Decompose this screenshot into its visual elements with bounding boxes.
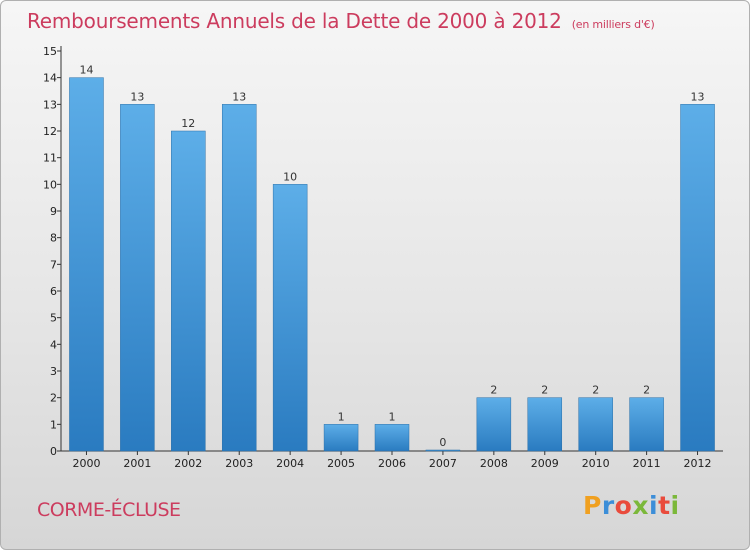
bar-2004 [272, 184, 308, 452]
bar-2010 [578, 397, 613, 452]
logo-letter: P [583, 491, 602, 520]
value-label-2005: 1 [338, 410, 345, 423]
y-tick-label: 12 [43, 125, 57, 138]
chart-title: Remboursements Annuels de la Dette de 20… [27, 9, 655, 33]
y-tick-label: 11 [43, 152, 57, 165]
bar-2009 [527, 397, 563, 452]
bar-2006 [374, 424, 410, 452]
bar-2002 [171, 130, 206, 452]
value-label-2006: 1 [389, 410, 396, 423]
bar-2011 [629, 397, 664, 452]
y-tick-label: 9 [50, 205, 57, 218]
bar-2005 [323, 424, 359, 452]
y-tick-label: 0 [50, 445, 57, 458]
x-tick-label-2002: 2002 [174, 457, 202, 470]
proxiti-logo[interactable]: Proxiti [583, 491, 680, 520]
x-tick-label-2011: 2011 [633, 457, 661, 470]
value-label-2011: 2 [643, 384, 650, 397]
value-label-2010: 2 [592, 384, 599, 397]
logo-letter: o [614, 491, 633, 520]
x-tick-label-2009: 2009 [531, 457, 559, 470]
value-label-2000: 14 [79, 64, 93, 77]
logo-letter: i [670, 491, 680, 520]
value-label-2012: 13 [691, 90, 705, 103]
x-tick-label-2004: 2004 [276, 457, 304, 470]
x-tick-label-2012: 2012 [684, 457, 712, 470]
bar-2008 [476, 397, 512, 452]
value-label-2001: 13 [130, 90, 144, 103]
y-tick-label: 15 [43, 45, 57, 58]
y-tick-label: 2 [50, 392, 57, 405]
value-label-2002: 12 [181, 117, 195, 130]
x-tick-label-2010: 2010 [582, 457, 610, 470]
chart-bars [69, 77, 715, 452]
logo-letter: i [649, 491, 659, 520]
bar-2003 [221, 104, 257, 452]
y-tick-label: 3 [50, 365, 57, 378]
y-tick-label: 13 [43, 98, 57, 111]
value-label-2004: 10 [283, 170, 297, 183]
y-tick-label: 6 [50, 285, 57, 298]
x-tick-label-2001: 2001 [123, 457, 151, 470]
title-text: Remboursements Annuels de la Dette de 20… [27, 9, 562, 33]
x-tick-label-2007: 2007 [429, 457, 457, 470]
bar-2007 [425, 449, 461, 452]
y-tick-label: 14 [43, 72, 57, 85]
value-label-2003: 13 [232, 90, 246, 103]
x-tick-label-2006: 2006 [378, 457, 406, 470]
x-tick-label-2000: 2000 [72, 457, 100, 470]
logo-letter: x [632, 491, 649, 520]
logo-letter: t [658, 491, 671, 520]
x-tick-label-2003: 2003 [225, 457, 253, 470]
logo-letter: r [601, 491, 615, 520]
x-tick-label-2005: 2005 [327, 457, 355, 470]
value-label-2009: 2 [541, 384, 548, 397]
x-tick-label-2008: 2008 [480, 457, 508, 470]
place-name: CORME-ÉCLUSE [37, 499, 181, 521]
value-label-2007: 0 [439, 436, 446, 449]
y-tick-label: 7 [50, 258, 57, 271]
value-label-2008: 2 [490, 384, 497, 397]
title-unit: (en milliers d'€) [571, 18, 655, 31]
y-tick-label: 10 [43, 178, 57, 191]
bar-2001 [120, 104, 155, 452]
bar-2000 [69, 77, 104, 452]
y-tick-label: 5 [50, 312, 57, 325]
y-tick-label: 1 [50, 418, 57, 431]
y-tick-label: 8 [50, 232, 57, 245]
bar-2012 [680, 104, 715, 452]
y-tick-label: 4 [50, 338, 57, 351]
